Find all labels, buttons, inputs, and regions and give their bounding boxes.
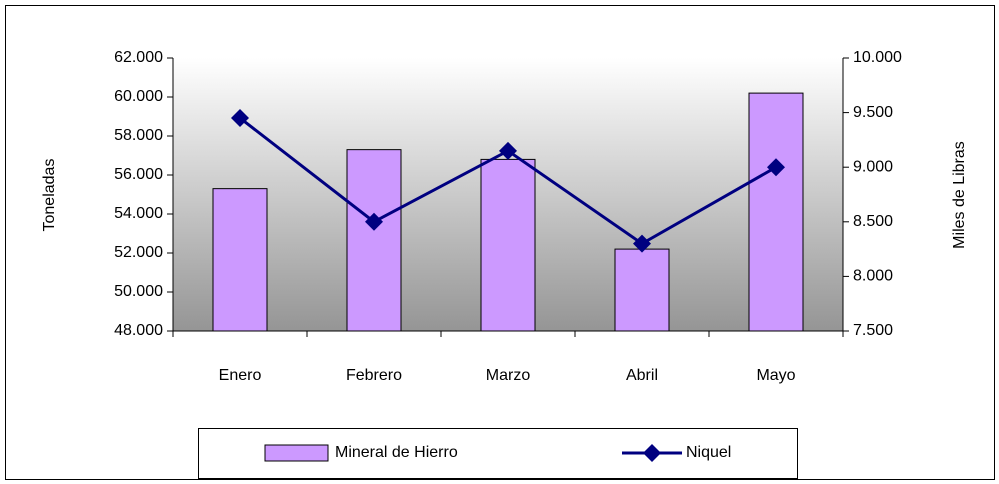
y2-tick-label: 8.500	[853, 213, 893, 230]
bar	[748, 92, 804, 332]
y-tick-label: 52.000	[114, 244, 163, 261]
line-marker	[767, 158, 785, 177]
y2-tick-label: 9.500	[853, 104, 893, 121]
x-tick-label: Enero	[219, 367, 262, 384]
y2-tick-label: 10.000	[853, 49, 902, 66]
bar	[212, 188, 268, 332]
y2-tick-label: 7.500	[853, 322, 893, 339]
y2-tick-label: 8.000	[853, 268, 893, 285]
legend-marker	[643, 444, 661, 462]
x-tick-label: Febrero	[346, 367, 402, 384]
bar	[480, 158, 536, 332]
y-axis-label: Toneladas	[41, 159, 58, 232]
y-tick-label: 54.000	[114, 205, 163, 222]
legend-label: Mineral de Hierro	[335, 444, 458, 461]
line-marker	[365, 212, 383, 231]
y-tick-label: 56.000	[114, 166, 163, 183]
legend-label: Niquel	[686, 444, 731, 461]
y2-tick-label: 9.000	[853, 158, 893, 175]
x-tick-label: Mayo	[756, 367, 795, 384]
bar	[614, 248, 670, 332]
y-tick-label: 48.000	[114, 322, 163, 339]
y2-axis-label: Miles de Libras	[951, 141, 968, 249]
y-tick-label: 62.000	[114, 49, 163, 66]
line-marker	[231, 109, 249, 128]
y-tick-label: 60.000	[114, 88, 163, 105]
y-tick-label: 58.000	[114, 127, 163, 144]
bar	[346, 149, 402, 332]
x-tick-label: Abril	[626, 367, 658, 384]
line-marker	[499, 141, 517, 160]
line-marker	[633, 234, 651, 253]
x-tick-label: Marzo	[486, 367, 531, 384]
legend-swatch	[264, 444, 329, 462]
y-tick-label: 50.000	[114, 283, 163, 300]
